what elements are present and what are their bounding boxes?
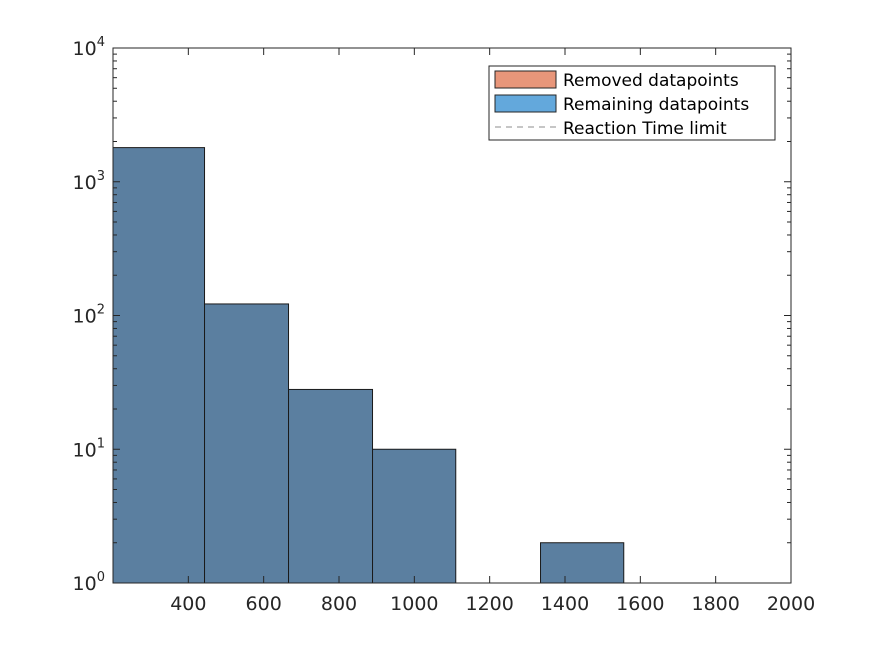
y-tick-label: 103 bbox=[73, 169, 105, 194]
legend-swatch-remaining bbox=[494, 94, 557, 113]
legend-label-removed: Removed datapoints bbox=[563, 71, 739, 91]
y-tick-label: 102 bbox=[73, 303, 105, 328]
histogram-bar bbox=[112, 147, 206, 584]
x-tick-label: 400 bbox=[170, 593, 206, 615]
x-tick-label: 1800 bbox=[691, 593, 739, 615]
legend-label-remaining: Remaining datapoints bbox=[563, 95, 749, 115]
bars-group bbox=[112, 147, 625, 584]
y-tick-label: 104 bbox=[73, 35, 105, 60]
x-tick-label: 1000 bbox=[390, 593, 438, 615]
histogram-bar bbox=[372, 448, 457, 584]
x-tick-label: 1200 bbox=[465, 593, 513, 615]
x-tick-label: 1400 bbox=[541, 593, 589, 615]
histogram-bar bbox=[288, 388, 374, 584]
x-tick-label: 600 bbox=[246, 593, 282, 615]
y-tick-label: 100 bbox=[73, 570, 105, 595]
x-tick-label: 800 bbox=[321, 593, 357, 615]
legend-label-limit: Reaction Time limit bbox=[563, 119, 727, 139]
histogram-bar bbox=[204, 303, 290, 584]
x-tick-label: 1600 bbox=[616, 593, 664, 615]
histogram-bar bbox=[540, 542, 625, 584]
legend: Removed datapoints Remaining datapoints … bbox=[488, 65, 776, 141]
y-axis-ticks: 100 101 102 103 104 bbox=[73, 35, 791, 595]
x-axis-ticks: 400 600 800 1000 1200 1400 1600 1800 2000 bbox=[170, 48, 815, 615]
x-tick-label: 2000 bbox=[767, 593, 815, 615]
axes-box bbox=[112, 47, 792, 584]
legend-swatch-removed bbox=[494, 70, 557, 89]
y-tick-label: 101 bbox=[73, 436, 105, 461]
